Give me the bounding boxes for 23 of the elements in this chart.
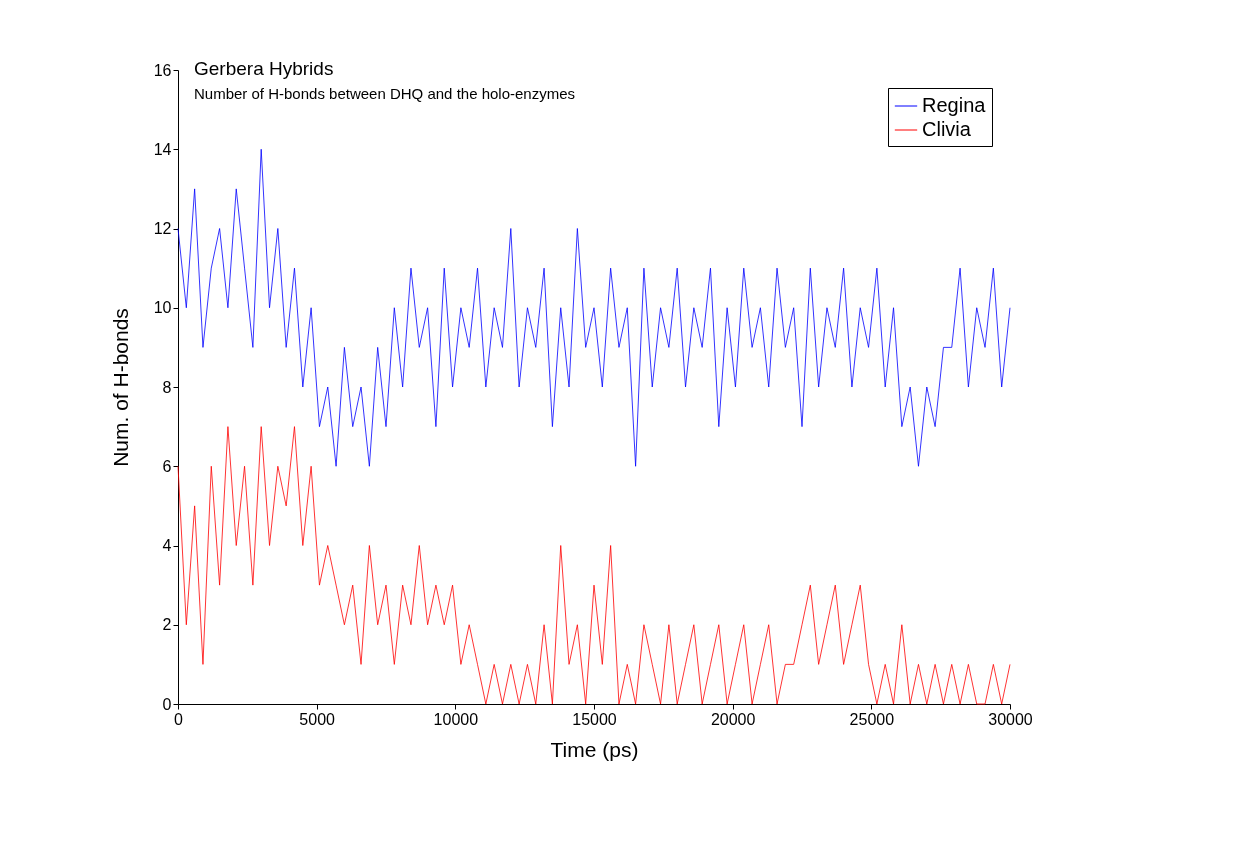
x-tick-label: 5000 (299, 710, 336, 728)
y-tick-label: 0 (162, 695, 172, 713)
x-tick-label: 20000 (710, 710, 756, 728)
x-axis-title: Time (ps) (550, 737, 639, 761)
line-series (177, 148, 1011, 467)
y-tick-label: 10 (153, 299, 172, 317)
x-tick-label: 10000 (433, 710, 479, 728)
x-tick-label: 0 (174, 710, 184, 728)
y-tick-label: 16 (153, 61, 172, 79)
text: Number of H-bonds between DHQ and the holo-enzymes (194, 85, 576, 102)
y-tick-label: 14 (153, 140, 172, 158)
x-tick-label: 15000 (572, 710, 617, 728)
y-axis-title: Num. of H-bonds (108, 308, 132, 467)
y-tick-label: 8 (162, 378, 172, 396)
y-tick-label: 2 (162, 616, 172, 634)
y-tick-label: 4 (162, 537, 172, 554)
y-tick-label: 12 (153, 220, 172, 237)
chart-title: Gerbera Hybrids (194, 58, 334, 79)
x-tick-label: 25000 (849, 710, 895, 728)
legend-label: Regina (922, 94, 987, 116)
x-tick-label: 30000 (988, 710, 1033, 728)
legend-label: Clivia (922, 118, 972, 140)
y-tick-label: 6 (162, 457, 172, 475)
